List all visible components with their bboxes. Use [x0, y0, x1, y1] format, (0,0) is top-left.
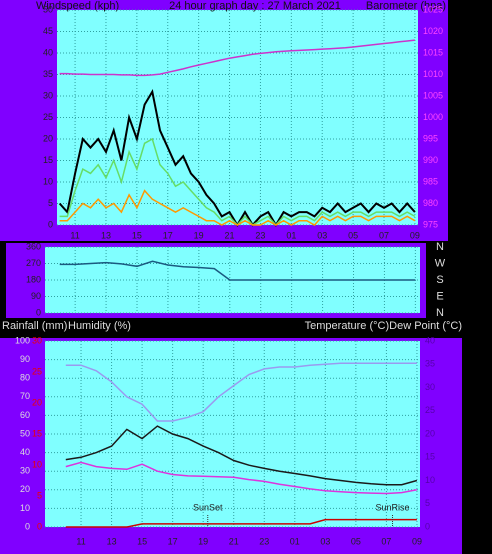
y-tick-label: 360: [26, 241, 41, 251]
y-tick-label: 60: [20, 410, 30, 420]
direction-label: N: [436, 241, 444, 253]
y-tick-label: 30: [43, 90, 53, 100]
rain-label: Rainfall (mm): [2, 320, 67, 332]
x-tick-label: 07: [381, 536, 391, 546]
y3-tick-label: 0: [37, 521, 42, 531]
y3-tick-label: 5: [37, 490, 42, 500]
x-tick-label: 13: [107, 536, 117, 546]
y3-tick-label: 20: [32, 397, 42, 407]
y-tick-label: 0: [36, 307, 41, 317]
annotation: SunRise: [376, 502, 410, 512]
y-tick-label: 30: [20, 466, 30, 476]
y-tick-label: 10: [43, 176, 53, 186]
wind-label: Windspeed (kph): [36, 0, 119, 12]
y2-tick-label: 35: [425, 359, 435, 369]
y2-tick-label: 1015: [423, 47, 443, 57]
y-tick-label: 15: [43, 155, 53, 165]
y2-tick-label: 30: [425, 382, 435, 392]
x-tick-label: 17: [168, 536, 178, 546]
x-tick-label: 23: [255, 230, 265, 240]
annotation: SunSet: [193, 502, 223, 512]
direction-label: S: [436, 274, 443, 286]
x-tick-label: 03: [320, 536, 330, 546]
y2-tick-label: 980: [423, 198, 438, 208]
y-tick-label: 70: [20, 391, 30, 401]
x-tick-label: 15: [132, 230, 142, 240]
direction-label: N: [436, 307, 444, 319]
humidity-label: Humidity (%): [68, 320, 131, 332]
series-line: [65, 461, 418, 495]
x-tick-label: 01: [290, 536, 300, 546]
y-tick-label: 20: [43, 133, 53, 143]
temperature-label: Temperature (°C)Dew Point (°C): [305, 320, 462, 332]
y2-tick-label: 1025: [423, 4, 443, 14]
x-tick-label: 19: [194, 230, 204, 240]
y2-tick-label: 5: [425, 498, 430, 508]
y3-tick-label: 25: [32, 366, 42, 376]
direction-label: W: [435, 257, 446, 269]
y-tick-label: 90: [31, 291, 41, 301]
x-tick-label: 19: [198, 536, 208, 546]
y2-tick-label: 10: [425, 475, 435, 485]
y-tick-label: 20: [20, 484, 30, 494]
y-tick-label: 50: [20, 428, 30, 438]
series-line: [65, 425, 418, 486]
y-tick-label: 5: [48, 198, 53, 208]
x-tick-label: 15: [137, 536, 147, 546]
y2-tick-label: 25: [425, 405, 435, 415]
y3-tick-label: 10: [32, 459, 42, 469]
x-tick-label: 07: [379, 230, 389, 240]
y2-tick-label: 1010: [423, 69, 443, 79]
x-tick-label: 01: [286, 230, 296, 240]
x-tick-label: 03: [317, 230, 327, 240]
y2-tick-label: 1000: [423, 112, 443, 122]
series-line: [59, 39, 415, 77]
y-tick-label: 50: [43, 4, 53, 14]
y-tick-label: 25: [43, 112, 53, 122]
y2-tick-label: 985: [423, 176, 438, 186]
y-tick-label: 40: [20, 447, 30, 457]
y2-tick-label: 0: [425, 521, 430, 531]
x-tick-label: 11: [70, 230, 79, 240]
y3-tick-label: 15: [32, 428, 42, 438]
x-tick-label: 11: [76, 536, 85, 546]
x-tick-label: 21: [229, 536, 239, 546]
x-tick-label: 05: [351, 536, 361, 546]
x-tick-label: 13: [101, 230, 111, 240]
x-tick-label: 17: [163, 230, 173, 240]
x-tick-label: 23: [259, 536, 269, 546]
y2-tick-label: 1005: [423, 90, 443, 100]
y3-tick-label: 30: [32, 335, 42, 345]
y-tick-label: 270: [26, 258, 41, 268]
y2-tick-label: 40: [425, 335, 435, 345]
barometer-label: Barometer (hpa): [366, 0, 446, 12]
y-tick-label: 40: [43, 47, 53, 57]
y-tick-label: 0: [25, 521, 30, 531]
y2-tick-label: 975: [423, 219, 438, 229]
x-tick-label: 09: [412, 536, 422, 546]
y-tick-label: 90: [20, 354, 30, 364]
x-tick-label: 05: [348, 230, 358, 240]
y-tick-label: 180: [26, 274, 41, 284]
x-tick-label: 21: [225, 230, 235, 240]
y2-tick-label: 990: [423, 155, 438, 165]
y2-tick-label: 995: [423, 133, 438, 143]
direction-label: E: [436, 290, 443, 302]
series-line: [65, 362, 417, 422]
chart-title: 24 hour graph day : 27 March 2021: [169, 0, 341, 12]
y2-tick-label: 15: [425, 452, 435, 462]
series-line: [65, 518, 417, 528]
y-tick-label: 0: [48, 219, 53, 229]
y2-tick-label: 20: [425, 428, 435, 438]
y-tick-label: 10: [20, 503, 30, 513]
y-tick-label: 35: [43, 69, 53, 79]
series-line: [59, 189, 416, 226]
x-tick-label: 09: [410, 230, 420, 240]
y-tick-label: 100: [15, 335, 30, 345]
series-line: [59, 260, 416, 281]
y2-tick-label: 1020: [423, 26, 443, 36]
y-tick-label: 45: [43, 26, 53, 36]
y-tick-label: 80: [20, 373, 30, 383]
